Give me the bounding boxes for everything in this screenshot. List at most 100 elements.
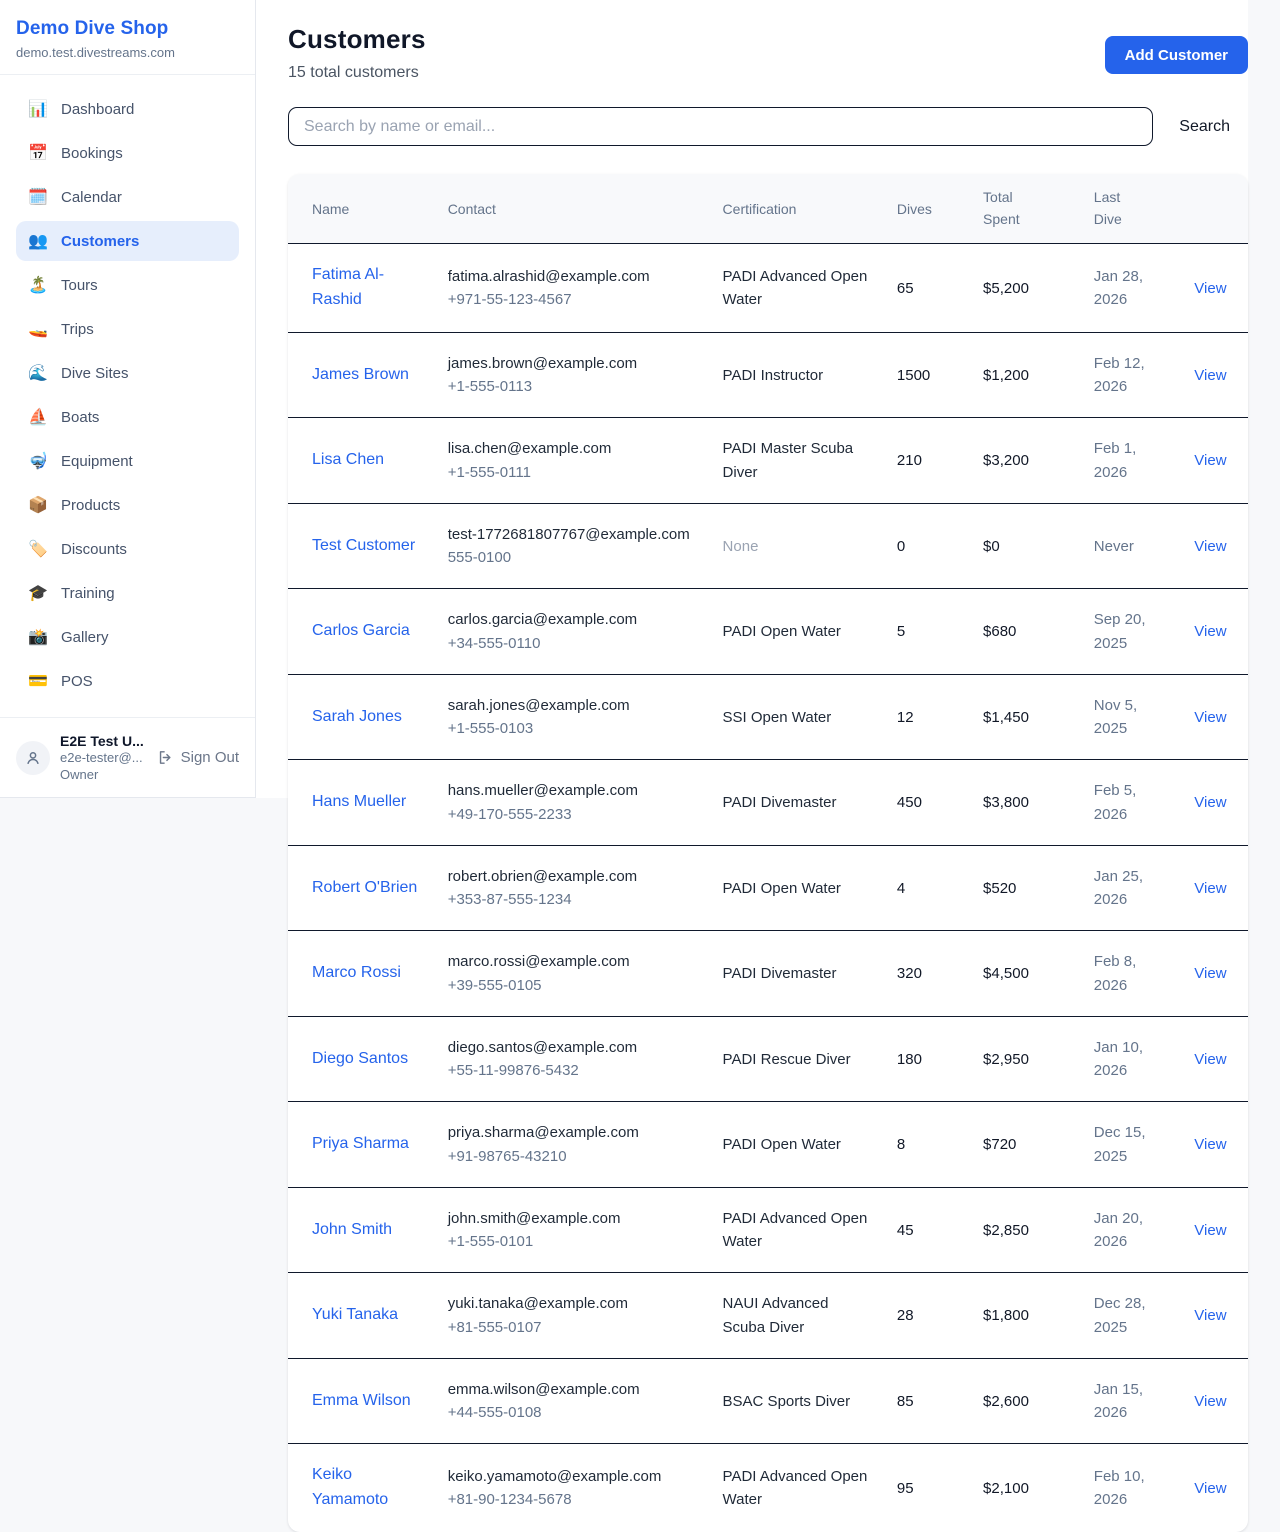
customer-certification: PADI Open Water [722,879,841,897]
view-link[interactable]: View [1194,879,1227,897]
customer-name-link[interactable]: James Brown [312,365,409,383]
sign-out-label: Sign Out [180,749,239,766]
sidebar-item-tours[interactable]: 🏝️ Tours [28,276,98,295]
view-link[interactable]: View [1194,1050,1227,1068]
sidebar-item-discounts[interactable]: 🏷️ Discounts [28,540,127,559]
search-button[interactable]: Search [1167,110,1248,144]
customer-last-dive: Jan 15, 2026 [1093,1380,1144,1422]
customer-dives: 210 [896,452,922,470]
customer-phone: 555-0100 [447,549,512,567]
customer-email: priya.sharma@example.com [447,1124,639,1142]
customer-row: Diego Santos diego.santos@example.com +5… [288,1016,1248,1102]
customer-certification: PADI Advanced Open Water [722,1209,868,1251]
sidebar-item-pos[interactable]: 💳 POS [28,672,93,691]
view-link[interactable]: View [1194,452,1227,470]
customer-dives: 4 [896,879,906,897]
customer-certification: PADI Advanced Open Water [722,267,868,309]
sidebar-item-customers[interactable]: 👥 Customers [16,221,239,261]
customers-table-card: Name Contact Certification Dives Total S… [288,174,1248,1532]
search-input[interactable] [288,107,1154,146]
customer-name-link[interactable]: Yuki Tanaka [312,1306,398,1324]
customer-phone: +353-87-555-1234 [447,891,572,909]
customer-name-link[interactable]: Fatima Al-Rashid [312,266,385,309]
customer-phone: +91-98765-43210 [447,1147,567,1165]
sidebar-item-gallery[interactable]: 📸 Gallery [28,628,109,647]
view-cell: View [1182,674,1248,760]
customer-last-dive: Feb 1, 2026 [1093,440,1137,481]
customer-total-spent: $5,200 [983,279,1029,297]
view-link[interactable]: View [1194,1479,1227,1497]
speedboat-icon: 🚤 [28,321,48,338]
customer-row: Fatima Al-Rashid fatima.alrashid@example… [288,244,1248,333]
view-cell: View [1182,1102,1248,1188]
customer-total-spent: $1,200 [983,366,1029,384]
customer-email: james.brown@example.com [447,354,638,372]
customer-name-link[interactable]: Keiko Yamamoto [312,1466,389,1509]
view-cell: View [1182,1273,1248,1359]
customer-certification: PADI Open Water [722,623,841,641]
view-cell: View [1182,1444,1248,1532]
view-link[interactable]: View [1194,366,1227,384]
column-header-certification: Certification [710,174,885,245]
view-link[interactable]: View [1194,623,1227,641]
customer-last-dive: Sep 20, 2025 [1093,611,1146,652]
customer-name-link[interactable]: Marco Rossi [312,964,401,982]
customer-name-link[interactable]: Robert O'Brien [312,878,418,896]
customer-last-dive: Feb 10, 2026 [1093,1468,1145,1509]
customer-dives: 45 [896,1221,914,1239]
sidebar-item-training[interactable]: 🎓 Training [28,584,115,603]
sidebar-item-bookings[interactable]: 📅 Bookings [28,144,123,163]
sidebar-item-dive-sites[interactable]: 🌊 Dive Sites [28,364,129,383]
sidebar-item-products[interactable]: 📦 Products [28,496,121,515]
customer-total-spent: $0 [983,537,1000,555]
view-link[interactable]: View [1194,1221,1227,1239]
customer-name-link[interactable]: Hans Mueller [312,793,407,811]
customer-phone: +81-90-1234-5678 [447,1491,572,1509]
view-link[interactable]: View [1194,794,1227,812]
search-row: Search [288,107,1248,146]
customer-name-link[interactable]: Emma Wilson [312,1391,411,1409]
view-link[interactable]: View [1194,279,1227,297]
customer-email: test-1772681807767@example.com [447,525,690,543]
sidebar-item-equipment[interactable]: 🤿 Equipment [28,452,133,471]
customer-name-link[interactable]: Test Customer [312,536,416,554]
customer-name-link[interactable]: Carlos Garcia [312,622,410,640]
view-link[interactable]: View [1194,1392,1227,1410]
customer-name-link[interactable]: Sarah Jones [312,707,402,725]
customer-dives: 0 [896,537,906,555]
sidebar-item-dashboard[interactable]: 📊 Dashboard [28,100,135,119]
view-cell: View [1182,589,1248,675]
customer-dives: 1500 [896,366,931,384]
customer-email: john.smith@example.com [447,1209,621,1227]
customer-email: marco.rossi@example.com [447,953,630,971]
customer-row: Priya Sharma priya.sharma@example.com +9… [288,1102,1248,1188]
sidebar-item-trips[interactable]: 🚤 Trips [28,320,94,339]
page-title: Customers [288,24,426,54]
view-link[interactable]: View [1194,708,1227,726]
customer-contact: diego.santos@example.com +55-11-99876-54… [436,1016,711,1102]
view-link[interactable]: View [1194,537,1227,555]
customer-certification: PADI Rescue Diver [722,1050,851,1068]
customer-contact: carlos.garcia@example.com +34-555-0110 [436,589,711,675]
sidebar-item-calendar[interactable]: 🗓️ Calendar [28,188,122,207]
customer-row: John Smith john.smith@example.com +1-555… [288,1187,1248,1273]
customer-contact: priya.sharma@example.com +91-98765-43210 [436,1102,711,1188]
diving-mask-icon: 🤿 [28,453,48,470]
view-link[interactable]: View [1194,1307,1227,1325]
view-cell: View [1182,1187,1248,1273]
customer-email: diego.santos@example.com [447,1038,638,1056]
view-link[interactable]: View [1194,1136,1227,1154]
view-link[interactable]: View [1194,965,1227,983]
sidebar-item-boats[interactable]: ⛵ Boats [28,408,100,427]
customer-row: Marco Rossi marco.rossi@example.com +39-… [288,931,1248,1017]
customer-total-spent: $520 [983,879,1017,897]
user-section: E2E Test U... e2e-tester@... Owner Sign … [0,717,255,797]
customer-name-link[interactable]: Lisa Chen [312,451,385,469]
customer-name-link[interactable]: Diego Santos [312,1049,409,1067]
customer-name-link[interactable]: Priya Sharma [312,1135,409,1153]
customer-name-link[interactable]: John Smith [312,1220,393,1238]
table-header-row: Name Contact Certification Dives Total S… [288,174,1248,245]
sign-out-button[interactable]: Sign Out [157,749,239,766]
add-customer-button[interactable]: Add Customer [1104,36,1248,74]
customer-phone: +1-555-0111 [447,463,531,481]
